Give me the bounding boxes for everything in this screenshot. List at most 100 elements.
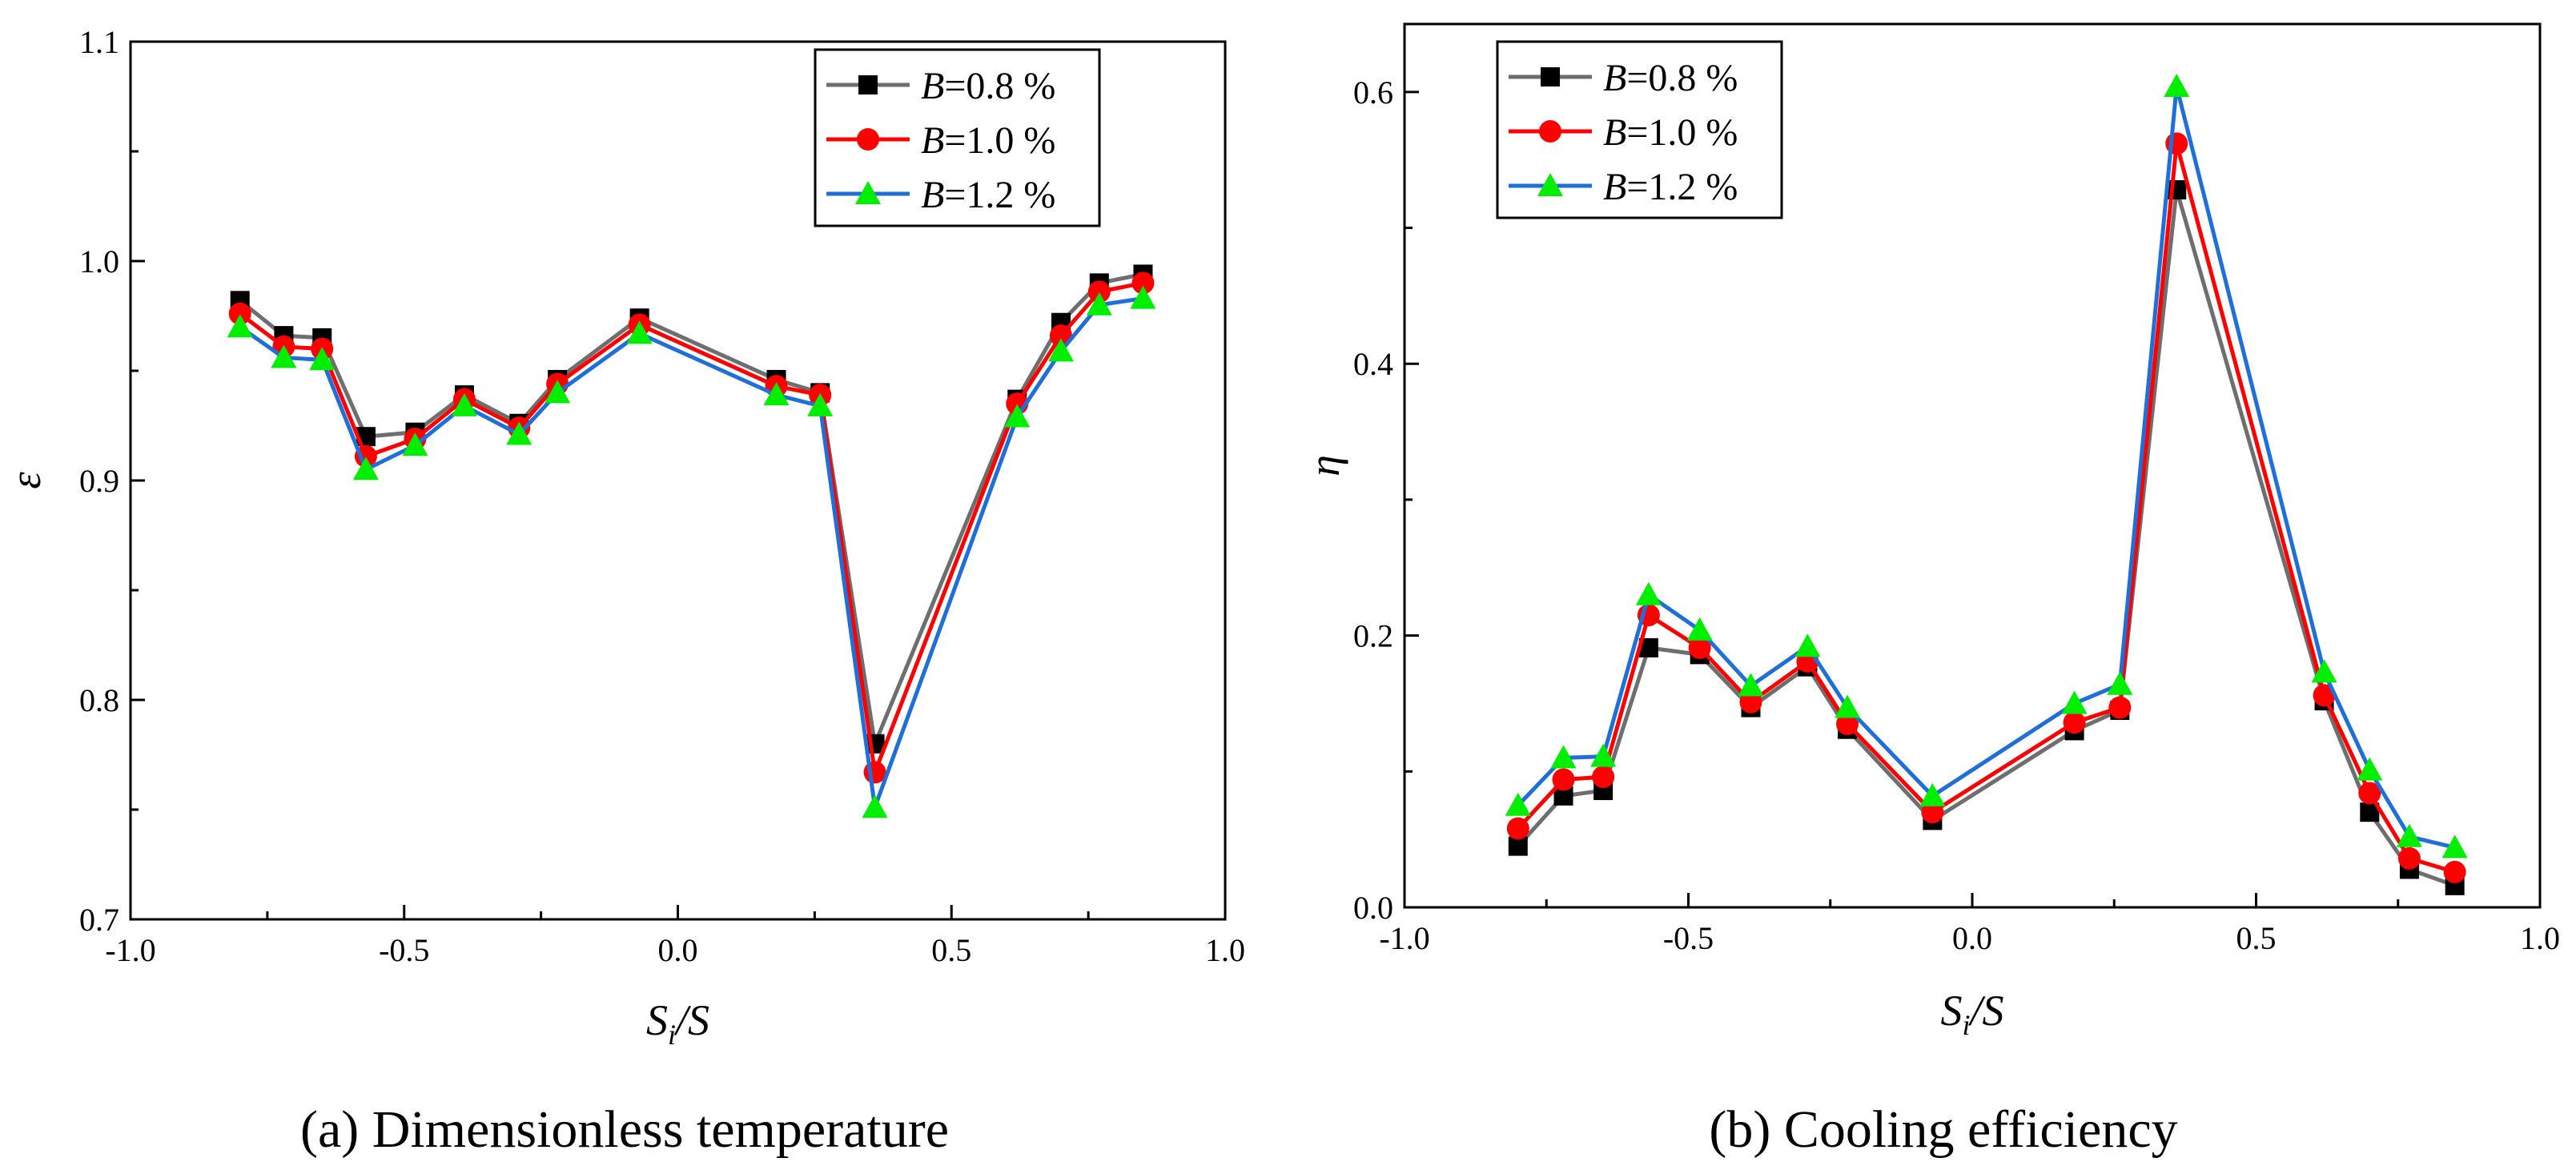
data-point [228, 302, 251, 325]
x-tick-label: 1.0 [2520, 920, 2560, 956]
x-axis-label: Si/S [646, 996, 709, 1051]
data-point [2107, 671, 2133, 695]
series-line [1516, 84, 2456, 850]
y-tick-label: 0.4 [1353, 346, 1393, 382]
data-point [2164, 74, 2190, 98]
x-tick-label: -0.5 [379, 932, 429, 968]
data-point [1047, 338, 1074, 362]
data-point [309, 347, 336, 371]
data-point [2108, 696, 2132, 719]
data-point [2441, 834, 2468, 858]
legend-marker [858, 75, 878, 94]
figure-caption: (a) Dimensionless temperature [300, 1100, 949, 1159]
x-tick-label: 0.0 [658, 932, 698, 968]
data-point [1004, 404, 1031, 428]
series-3 [227, 285, 1156, 818]
series-3 [1505, 74, 2468, 858]
legend-marker [1541, 67, 1560, 86]
data-point [626, 320, 653, 344]
x-tick-label: -1.0 [1379, 920, 1429, 956]
data-point [1550, 745, 1577, 769]
series-line [1516, 187, 2456, 888]
y-tick-label: 0.9 [79, 463, 119, 499]
data-point [1506, 817, 1529, 840]
legend-marker [1539, 120, 1561, 143]
series-1 [1508, 180, 2465, 895]
data-point [2443, 860, 2466, 883]
series-2 [228, 271, 1155, 784]
data-point [1836, 712, 1859, 735]
data-point [807, 392, 834, 416]
x-tick-label: 0.0 [1952, 920, 1992, 956]
x-tick-label: 0.5 [2236, 920, 2277, 956]
legend-label: B=0.8 % [921, 65, 1055, 107]
y-tick-label: 0.6 [1353, 74, 1393, 111]
data-point [2397, 846, 2421, 870]
legend-label: B=1.2 % [921, 174, 1055, 216]
y-tick-label: 0.7 [79, 902, 119, 938]
data-point [2313, 684, 2336, 707]
data-point [1590, 743, 1617, 767]
legend-marker [1537, 173, 1563, 196]
series-1 [230, 264, 1153, 754]
data-point [1688, 636, 1711, 659]
panel-a-dimensionless-temperature: -1.0 -0.5 0.0 0.5 1.0 0.7 0.8 0.9 1.0 1.1 Si/S ε B=0… [2, 24, 1245, 1159]
series-line [239, 271, 1143, 746]
data-point [1738, 673, 1764, 697]
data-point [2360, 802, 2380, 822]
data-point [1505, 792, 1531, 816]
series-line [1516, 141, 2456, 874]
x-tick-label: 1.0 [1205, 932, 1245, 968]
y-tick-label: 1.0 [79, 243, 119, 279]
legend-label: B=1.0 % [1603, 111, 1738, 154]
data-point [1552, 768, 1575, 791]
data-point [2311, 659, 2337, 683]
data-point [1131, 271, 1155, 295]
legend-label: B=0.8 % [1603, 57, 1738, 99]
series-line [239, 280, 1143, 774]
y-tick-label: 0.0 [1353, 890, 1393, 926]
y-tick-label: 0.8 [79, 682, 119, 718]
data-point [451, 392, 477, 416]
data-point [2061, 690, 2088, 714]
data-point [402, 432, 428, 456]
x-axis-label: Si/S [1940, 987, 2003, 1041]
y-tick-label: 0.2 [1353, 618, 1393, 654]
data-point [1739, 690, 1762, 714]
data-point [2358, 782, 2381, 805]
data-point [1794, 633, 1821, 657]
data-point [1130, 285, 1156, 309]
legend: B=0.8 % B=1.0 % B=1.2 % [1496, 40, 1783, 219]
series-2 [1506, 132, 2466, 883]
data-point [1921, 801, 1944, 824]
legend-marker [855, 181, 881, 204]
data-point [1086, 291, 1112, 316]
data-point [2063, 711, 2086, 734]
series-line [239, 296, 1143, 810]
y-axis-label: ε [2, 472, 50, 489]
data-point [352, 456, 379, 480]
data-point [1592, 766, 1615, 789]
figure-caption: (b) Cooling efficiency [1709, 1100, 2177, 1159]
legend-label: B=1.0 % [921, 119, 1055, 162]
legend: B=0.8 % B=1.0 % B=1.2 % [814, 48, 1101, 227]
data-point [1919, 782, 1946, 806]
data-point [763, 382, 790, 406]
panel-b-cooling-efficiency: -1.0 -0.5 0.0 0.5 1.0 0.0 0.2 0.4 0.6 Si/S η B=0.8 … [1300, 22, 2560, 1159]
data-point [2357, 757, 2383, 781]
data-point [2396, 823, 2422, 847]
data-point [1686, 617, 1713, 641]
data-point [271, 344, 297, 368]
data-point [1635, 581, 1662, 605]
data-point [1508, 836, 1528, 856]
data-point [1087, 280, 1111, 304]
legend-label: B=1.2 % [1603, 166, 1738, 208]
y-tick-label: 1.1 [79, 24, 119, 60]
x-tick-label: -1.0 [105, 932, 155, 968]
data-point [227, 314, 253, 338]
legend-marker [857, 128, 879, 151]
data-point [1835, 694, 1861, 718]
data-point [506, 421, 532, 445]
data-point [545, 380, 571, 404]
